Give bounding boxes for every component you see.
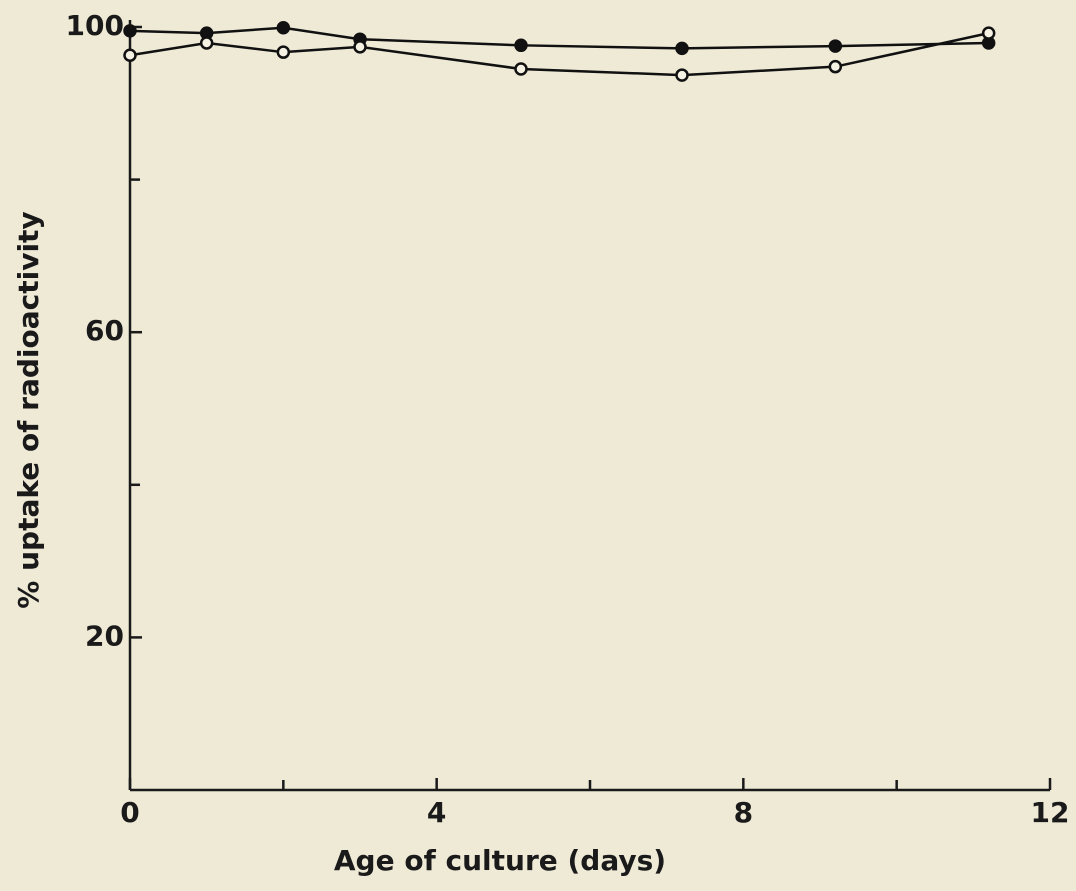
y-tick-label: 60 — [85, 314, 124, 347]
x-tick-label: 12 — [1031, 796, 1070, 829]
point — [675, 68, 689, 82]
point — [123, 48, 137, 62]
x-tick-label: 4 — [427, 796, 446, 829]
x-tick-label: 8 — [734, 796, 753, 829]
y-tick-label: 20 — [85, 619, 124, 652]
point — [353, 40, 367, 54]
point — [514, 38, 528, 53]
point — [675, 41, 689, 56]
line — [129, 26, 989, 50]
point — [276, 21, 291, 35]
point — [828, 39, 843, 53]
point — [276, 45, 291, 59]
y-tick-label: 100 — [66, 9, 124, 42]
line — [129, 31, 989, 77]
x-tick-label: 0 — [120, 796, 139, 829]
y-axis-label: % uptake of radioactivity — [12, 211, 45, 608]
point — [514, 62, 528, 76]
point — [981, 26, 996, 40]
point — [123, 24, 137, 38]
point — [199, 36, 214, 50]
x-axis-label: Age of culture (days) — [334, 844, 666, 877]
point — [828, 59, 843, 74]
